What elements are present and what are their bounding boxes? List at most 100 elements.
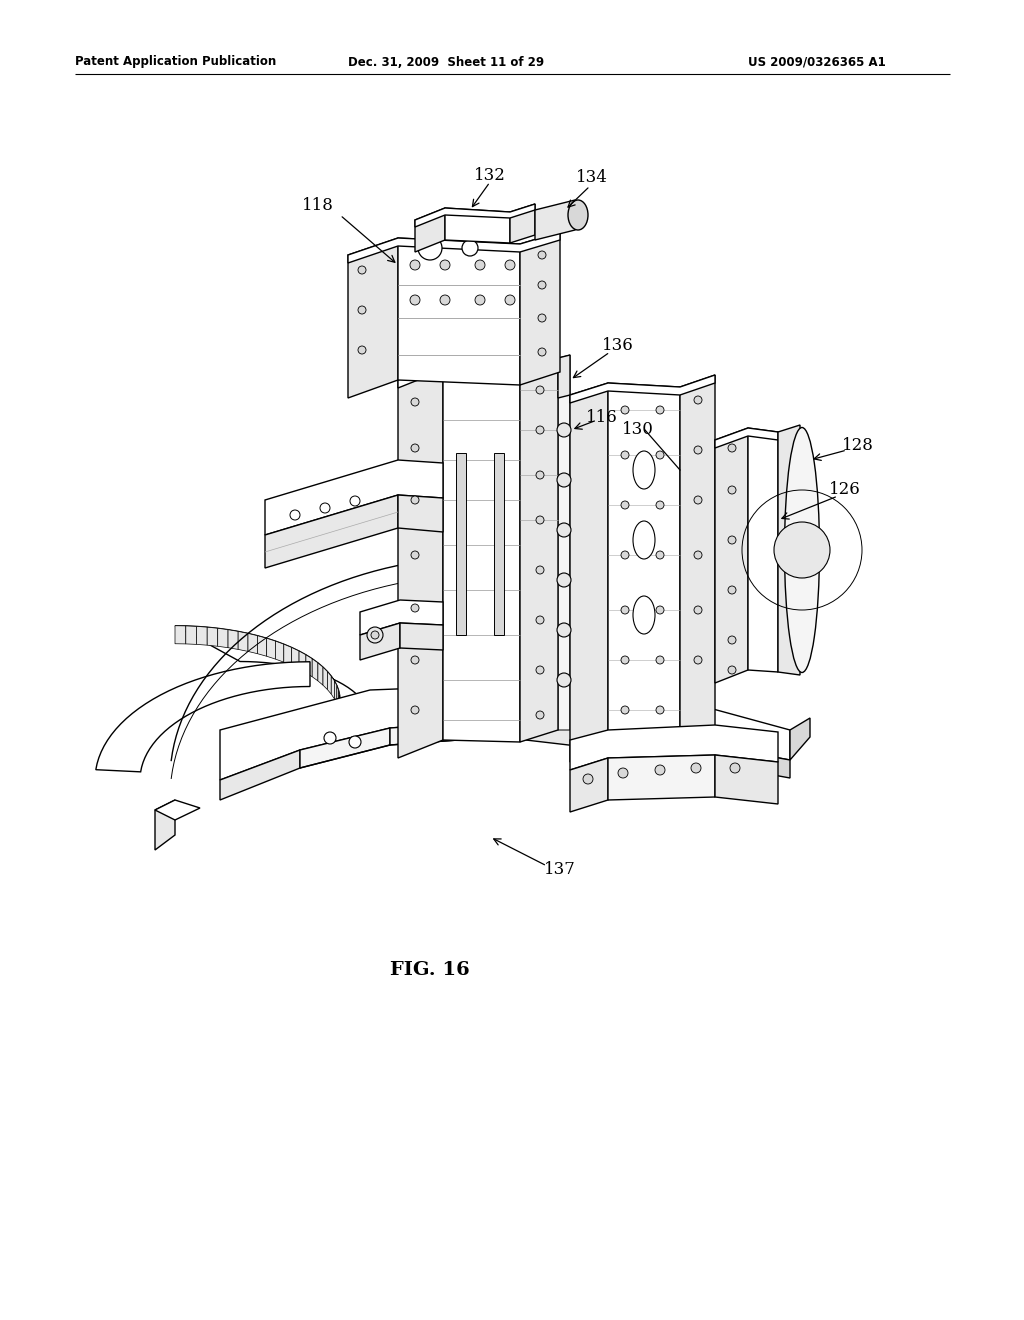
Circle shape [621, 451, 629, 459]
Circle shape [475, 294, 485, 305]
Circle shape [505, 260, 515, 271]
Circle shape [358, 267, 366, 275]
Polygon shape [558, 355, 570, 399]
Polygon shape [228, 630, 239, 649]
Circle shape [536, 616, 544, 624]
Polygon shape [790, 718, 810, 760]
Circle shape [538, 314, 546, 322]
Circle shape [621, 407, 629, 414]
Circle shape [557, 573, 571, 587]
Text: 126: 126 [829, 482, 861, 499]
Circle shape [694, 396, 702, 404]
Circle shape [411, 399, 419, 407]
Polygon shape [400, 623, 443, 649]
Polygon shape [715, 428, 778, 447]
Circle shape [583, 774, 593, 784]
Circle shape [358, 346, 366, 354]
Circle shape [655, 766, 665, 775]
Circle shape [440, 260, 450, 271]
Polygon shape [292, 648, 299, 669]
Circle shape [557, 623, 571, 638]
Circle shape [319, 503, 330, 513]
Text: US 2009/0326365 A1: US 2009/0326365 A1 [748, 55, 886, 69]
Polygon shape [748, 428, 778, 672]
Circle shape [656, 606, 664, 614]
Circle shape [536, 471, 544, 479]
Text: 118: 118 [302, 197, 334, 214]
Circle shape [621, 550, 629, 558]
Circle shape [505, 294, 515, 305]
Circle shape [621, 656, 629, 664]
Polygon shape [360, 623, 400, 660]
Polygon shape [331, 676, 335, 698]
Polygon shape [415, 205, 535, 227]
Polygon shape [558, 355, 570, 730]
Polygon shape [306, 655, 312, 677]
Polygon shape [175, 626, 185, 644]
Circle shape [557, 422, 571, 437]
Circle shape [411, 656, 419, 664]
Polygon shape [220, 750, 300, 800]
Ellipse shape [784, 428, 819, 672]
Circle shape [475, 260, 485, 271]
Polygon shape [715, 428, 748, 682]
Polygon shape [300, 729, 390, 768]
Polygon shape [197, 627, 207, 645]
Polygon shape [510, 205, 535, 243]
Circle shape [618, 768, 628, 777]
Circle shape [536, 385, 544, 393]
Circle shape [367, 627, 383, 643]
Circle shape [536, 516, 544, 524]
Polygon shape [415, 209, 445, 252]
Circle shape [418, 236, 442, 260]
Polygon shape [500, 719, 680, 758]
Polygon shape [96, 661, 310, 772]
Polygon shape [535, 201, 575, 240]
Text: 134: 134 [577, 169, 608, 186]
Circle shape [411, 706, 419, 714]
Polygon shape [239, 631, 248, 651]
Polygon shape [398, 363, 443, 758]
Polygon shape [248, 634, 257, 653]
Text: 137: 137 [544, 862, 575, 879]
Polygon shape [520, 358, 558, 742]
Polygon shape [335, 681, 337, 704]
Text: 130: 130 [622, 421, 654, 438]
Circle shape [728, 536, 736, 544]
Polygon shape [520, 232, 560, 385]
Text: 132: 132 [474, 166, 506, 183]
Polygon shape [443, 363, 520, 742]
Polygon shape [680, 741, 790, 777]
Polygon shape [570, 725, 778, 770]
Polygon shape [778, 425, 800, 675]
Circle shape [557, 673, 571, 686]
Polygon shape [155, 800, 200, 820]
Polygon shape [328, 672, 331, 694]
Circle shape [621, 606, 629, 614]
Polygon shape [155, 800, 175, 850]
Ellipse shape [633, 597, 655, 634]
Polygon shape [398, 238, 520, 385]
Circle shape [621, 502, 629, 510]
Polygon shape [284, 644, 292, 665]
Polygon shape [207, 627, 218, 647]
Polygon shape [317, 663, 323, 685]
Circle shape [730, 763, 740, 774]
Circle shape [557, 523, 571, 537]
Polygon shape [390, 719, 500, 744]
Polygon shape [570, 758, 608, 812]
Circle shape [411, 550, 419, 558]
Polygon shape [494, 453, 504, 635]
Circle shape [410, 260, 420, 271]
Circle shape [694, 606, 702, 614]
Polygon shape [398, 495, 443, 532]
Circle shape [462, 240, 478, 256]
Ellipse shape [568, 201, 588, 230]
Text: 116: 116 [586, 408, 617, 425]
Polygon shape [312, 659, 317, 681]
Polygon shape [570, 375, 715, 403]
Circle shape [410, 294, 420, 305]
Polygon shape [323, 667, 328, 689]
Circle shape [371, 631, 379, 639]
Polygon shape [265, 495, 398, 568]
